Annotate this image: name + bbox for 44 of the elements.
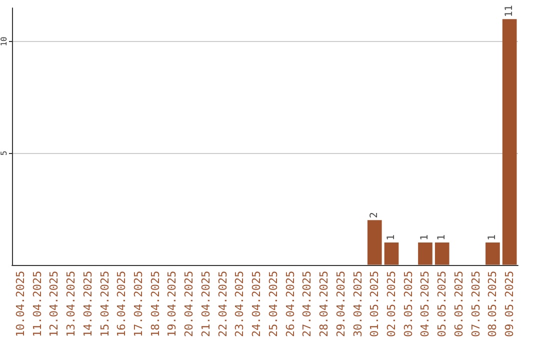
x-tick-label: 20.04.2025 — [182, 270, 196, 338]
x-tick-label: 01.05.2025 — [368, 270, 382, 338]
data-label: 1 — [386, 234, 397, 240]
x-tick-label: 17.04.2025 — [132, 270, 145, 338]
x-tick-label: 16.04.2025 — [115, 270, 128, 338]
x-tick-label: 23.04.2025 — [233, 270, 246, 338]
bar — [502, 19, 517, 265]
x-tick-label: 26.04.2025 — [284, 270, 297, 338]
x-tick-label: 11.04.2025 — [30, 270, 44, 338]
x-tick-label: 28.04.2025 — [318, 270, 331, 338]
bar — [418, 242, 432, 265]
bar — [434, 242, 450, 265]
x-tick-label: 29.04.2025 — [334, 270, 348, 338]
x-tick-label: 02.05.2025 — [385, 270, 398, 338]
x-tick-label: 06.05.2025 — [452, 270, 466, 338]
x-tick-label: 24.04.2025 — [250, 270, 264, 338]
data-label: 1 — [420, 234, 431, 240]
x-tick-label: 12.04.2025 — [48, 270, 61, 338]
x-tick-label: 03.05.2025 — [402, 270, 415, 338]
data-label: 11 — [504, 5, 516, 18]
x-tick-label: 07.05.2025 — [469, 270, 482, 338]
x-tick-label: 22.04.2025 — [216, 270, 230, 338]
bar — [486, 242, 500, 265]
x-tick-label: 25.04.2025 — [266, 270, 280, 338]
data-label: 1 — [436, 234, 448, 240]
x-tick-label: 14.04.2025 — [81, 270, 94, 338]
data-label: 1 — [487, 234, 498, 240]
x-tick-label: 04.05.2025 — [418, 270, 432, 338]
data-label: 2 — [369, 212, 380, 218]
x-tick-label: 15.04.2025 — [98, 270, 112, 338]
x-tick-label: 27.04.2025 — [300, 270, 314, 338]
x-tick-label: 05.05.2025 — [436, 270, 449, 338]
x-tick-label: 13.04.2025 — [64, 270, 78, 338]
bar — [367, 220, 382, 265]
x-tick-label: 10.04.2025 — [14, 270, 27, 338]
x-tick-label: 08.05.2025 — [486, 270, 500, 338]
y-tick-label: 10 — [0, 36, 8, 46]
x-tick-label: 09.05.2025 — [503, 270, 516, 338]
x-tick-label: 19.04.2025 — [166, 270, 179, 338]
bar — [384, 242, 399, 265]
x-tick-label: 30.04.2025 — [351, 270, 364, 338]
y-tick-label: 5 — [0, 150, 8, 156]
x-tick-label: 21.04.2025 — [199, 270, 212, 338]
x-tick-label: 18.04.2025 — [148, 270, 162, 338]
